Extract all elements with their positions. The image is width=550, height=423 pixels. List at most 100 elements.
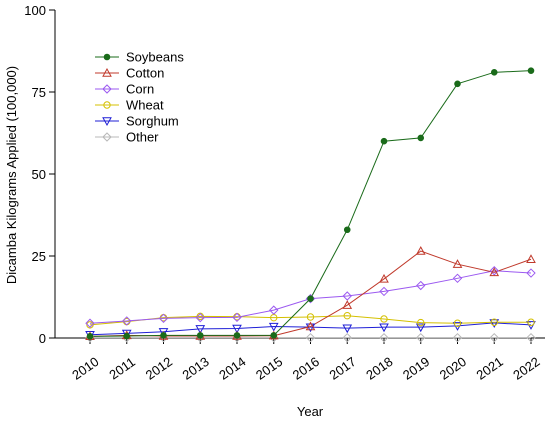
data-point-sorghum	[158, 328, 169, 337]
data-point-other	[342, 332, 352, 343]
legend-item-other: Other	[95, 130, 159, 145]
data-point-other	[489, 332, 499, 343]
legend-marker	[102, 117, 112, 127]
data-point-corn	[269, 305, 279, 315]
legend-marker	[103, 53, 111, 61]
x-tick-label: 2021	[474, 354, 506, 383]
legend-item-soybeans: Soybeans	[95, 50, 184, 65]
data-point-sorghum	[415, 323, 426, 333]
data-point-soybeans	[417, 134, 425, 142]
data-point-sorghum	[268, 322, 279, 332]
x-tick-label: 2013	[180, 354, 212, 383]
data-point-cotton	[489, 267, 500, 277]
x-tick-label: 2019	[400, 354, 432, 383]
data-point-wheat	[86, 321, 94, 329]
data-point-soybeans	[270, 332, 278, 339]
data-point-sorghum	[305, 323, 316, 333]
data-point-sorghum	[379, 323, 389, 333]
x-tick-label: 2020	[437, 354, 469, 383]
legend-marker	[102, 132, 112, 142]
data-point-wheat	[453, 319, 462, 327]
x-tick-label: 2018	[363, 354, 395, 383]
data-point-soybeans	[123, 332, 131, 340]
data-point-cotton	[415, 246, 426, 255]
data-point-corn	[489, 266, 499, 276]
legend-label: Sorghum	[126, 114, 179, 129]
data-point-corn	[232, 312, 242, 323]
legend-marker	[102, 67, 112, 77]
data-point-corn	[342, 291, 352, 301]
data-point-other	[452, 332, 463, 343]
x-tick-label: 2022	[510, 354, 542, 383]
legend-marker	[102, 84, 112, 94]
data-point-soybeans	[196, 332, 204, 339]
data-point-corn	[526, 268, 536, 278]
y-tick-label: 50	[32, 167, 46, 182]
data-point-sorghum	[195, 325, 206, 334]
y-tick-label: 0	[39, 331, 46, 346]
data-point-other	[305, 332, 316, 343]
data-point-corn	[158, 313, 169, 324]
y-axis-title: Dicamba Kilograms Applied (100,000)	[4, 66, 19, 284]
data-point-sorghum	[342, 324, 353, 334]
data-point-cotton	[342, 300, 353, 309]
data-point-soybeans	[160, 332, 167, 339]
data-point-other	[416, 332, 426, 343]
legend-marker	[103, 101, 111, 109]
data-point-soybeans	[380, 137, 388, 145]
data-point-wheat	[527, 318, 535, 326]
legend-item-sorghum: Sorghum	[95, 114, 179, 129]
data-point-cotton	[452, 259, 463, 268]
data-point-corn	[416, 280, 426, 291]
legend-label: Wheat	[126, 98, 164, 113]
data-point-soybeans	[86, 333, 94, 340]
x-tick-label: 2011	[106, 354, 138, 382]
data-point-soybeans	[307, 295, 314, 302]
data-point-wheat	[490, 318, 498, 326]
x-tick-label: 2010	[69, 354, 101, 383]
data-point-corn	[122, 316, 132, 326]
series-markers	[85, 67, 536, 343]
x-tick-label: 2012	[143, 354, 175, 383]
data-point-corn	[195, 312, 205, 323]
legend-item-cotton: Cotton	[95, 66, 164, 81]
legend-label: Cotton	[126, 66, 164, 81]
data-point-soybeans	[490, 69, 498, 76]
legend-label: Other	[126, 130, 159, 145]
data-point-cotton	[379, 273, 389, 283]
data-point-soybeans	[233, 332, 241, 339]
legend-item-wheat: Wheat	[95, 98, 164, 113]
data-point-corn	[379, 286, 389, 297]
y-tick-label: 25	[32, 249, 46, 264]
data-point-soybeans	[454, 80, 461, 88]
data-point-soybeans	[527, 67, 535, 74]
y-tick-label: 75	[32, 85, 46, 100]
data-point-wheat	[306, 313, 315, 321]
legend-label: Soybeans	[126, 50, 184, 65]
data-point-wheat	[417, 318, 425, 327]
data-point-other	[526, 332, 536, 343]
legend-item-corn: Corn	[95, 82, 154, 97]
data-point-corn	[452, 273, 463, 284]
data-point-cotton	[526, 254, 536, 263]
data-point-corn	[85, 318, 95, 328]
y-tick-label: 100	[24, 3, 46, 18]
x-tick-label: 2014	[216, 354, 248, 383]
x-tick-label: 2015	[253, 354, 285, 383]
x-tick-label: 2017	[327, 354, 359, 383]
data-point-soybeans	[343, 226, 351, 234]
data-point-sorghum	[489, 319, 500, 328]
data-point-wheat	[343, 311, 351, 320]
data-point-sorghum	[232, 324, 242, 334]
data-point-cotton	[305, 321, 316, 331]
series-line-wheat	[89, 315, 531, 326]
legend-label: Corn	[126, 82, 154, 97]
x-axis-title: Year	[297, 404, 324, 419]
x-tick-label: 2016	[290, 354, 322, 383]
series-line-sorghum	[89, 322, 532, 336]
data-point-other	[379, 332, 389, 343]
data-point-wheat	[380, 315, 388, 323]
